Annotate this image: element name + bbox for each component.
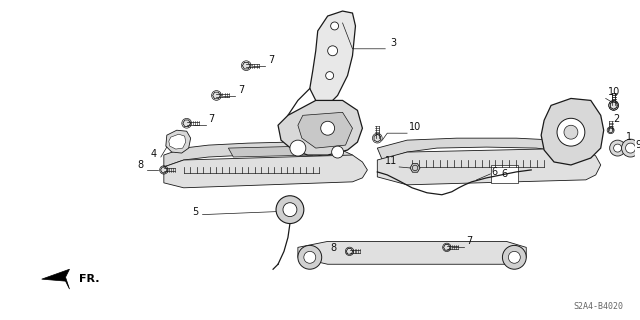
Text: 7: 7: [238, 85, 244, 95]
Circle shape: [283, 203, 297, 217]
Circle shape: [276, 196, 304, 224]
Polygon shape: [164, 142, 353, 167]
Circle shape: [298, 245, 322, 269]
Text: 2: 2: [614, 114, 620, 124]
Text: 5: 5: [193, 207, 198, 217]
Polygon shape: [166, 130, 191, 153]
Text: 9: 9: [636, 140, 640, 150]
Text: 10: 10: [607, 87, 620, 98]
Circle shape: [321, 121, 335, 135]
Text: FR.: FR.: [79, 274, 100, 284]
Text: 1: 1: [625, 132, 632, 142]
Polygon shape: [183, 120, 191, 127]
Circle shape: [332, 146, 344, 158]
Text: 7: 7: [268, 55, 275, 65]
Polygon shape: [611, 101, 617, 109]
Text: 8: 8: [138, 160, 144, 170]
Bar: [490, 165, 518, 183]
Text: 6: 6: [501, 169, 508, 179]
Circle shape: [331, 22, 339, 30]
Text: 7: 7: [467, 236, 473, 246]
Polygon shape: [444, 244, 450, 250]
Circle shape: [557, 118, 585, 146]
Circle shape: [304, 251, 316, 263]
Polygon shape: [298, 112, 353, 148]
Polygon shape: [298, 241, 526, 264]
Polygon shape: [212, 92, 220, 99]
Text: 3: 3: [390, 38, 396, 48]
Text: 7: 7: [209, 114, 215, 124]
Circle shape: [508, 251, 520, 263]
Polygon shape: [374, 134, 381, 142]
Circle shape: [326, 72, 333, 80]
Polygon shape: [378, 148, 601, 185]
Circle shape: [564, 125, 578, 139]
Polygon shape: [410, 164, 420, 172]
Circle shape: [610, 140, 625, 156]
Text: 11: 11: [385, 156, 397, 166]
Circle shape: [502, 245, 526, 269]
Polygon shape: [161, 167, 167, 173]
Text: 4: 4: [151, 149, 157, 159]
Polygon shape: [243, 62, 250, 69]
Polygon shape: [611, 101, 617, 109]
Circle shape: [328, 46, 337, 56]
Polygon shape: [278, 100, 362, 155]
Circle shape: [625, 143, 636, 153]
Circle shape: [614, 144, 621, 152]
Circle shape: [290, 140, 306, 156]
Text: 6: 6: [492, 167, 498, 177]
Polygon shape: [42, 269, 70, 289]
Circle shape: [621, 139, 639, 157]
Polygon shape: [164, 155, 367, 188]
Polygon shape: [310, 11, 355, 105]
Polygon shape: [541, 99, 604, 165]
Text: S2A4-B4020: S2A4-B4020: [573, 302, 623, 311]
Polygon shape: [169, 134, 186, 149]
Polygon shape: [608, 127, 613, 133]
Polygon shape: [378, 138, 591, 160]
Polygon shape: [228, 146, 313, 157]
Text: 10: 10: [409, 122, 421, 132]
Polygon shape: [346, 249, 353, 254]
Text: 8: 8: [331, 243, 337, 253]
